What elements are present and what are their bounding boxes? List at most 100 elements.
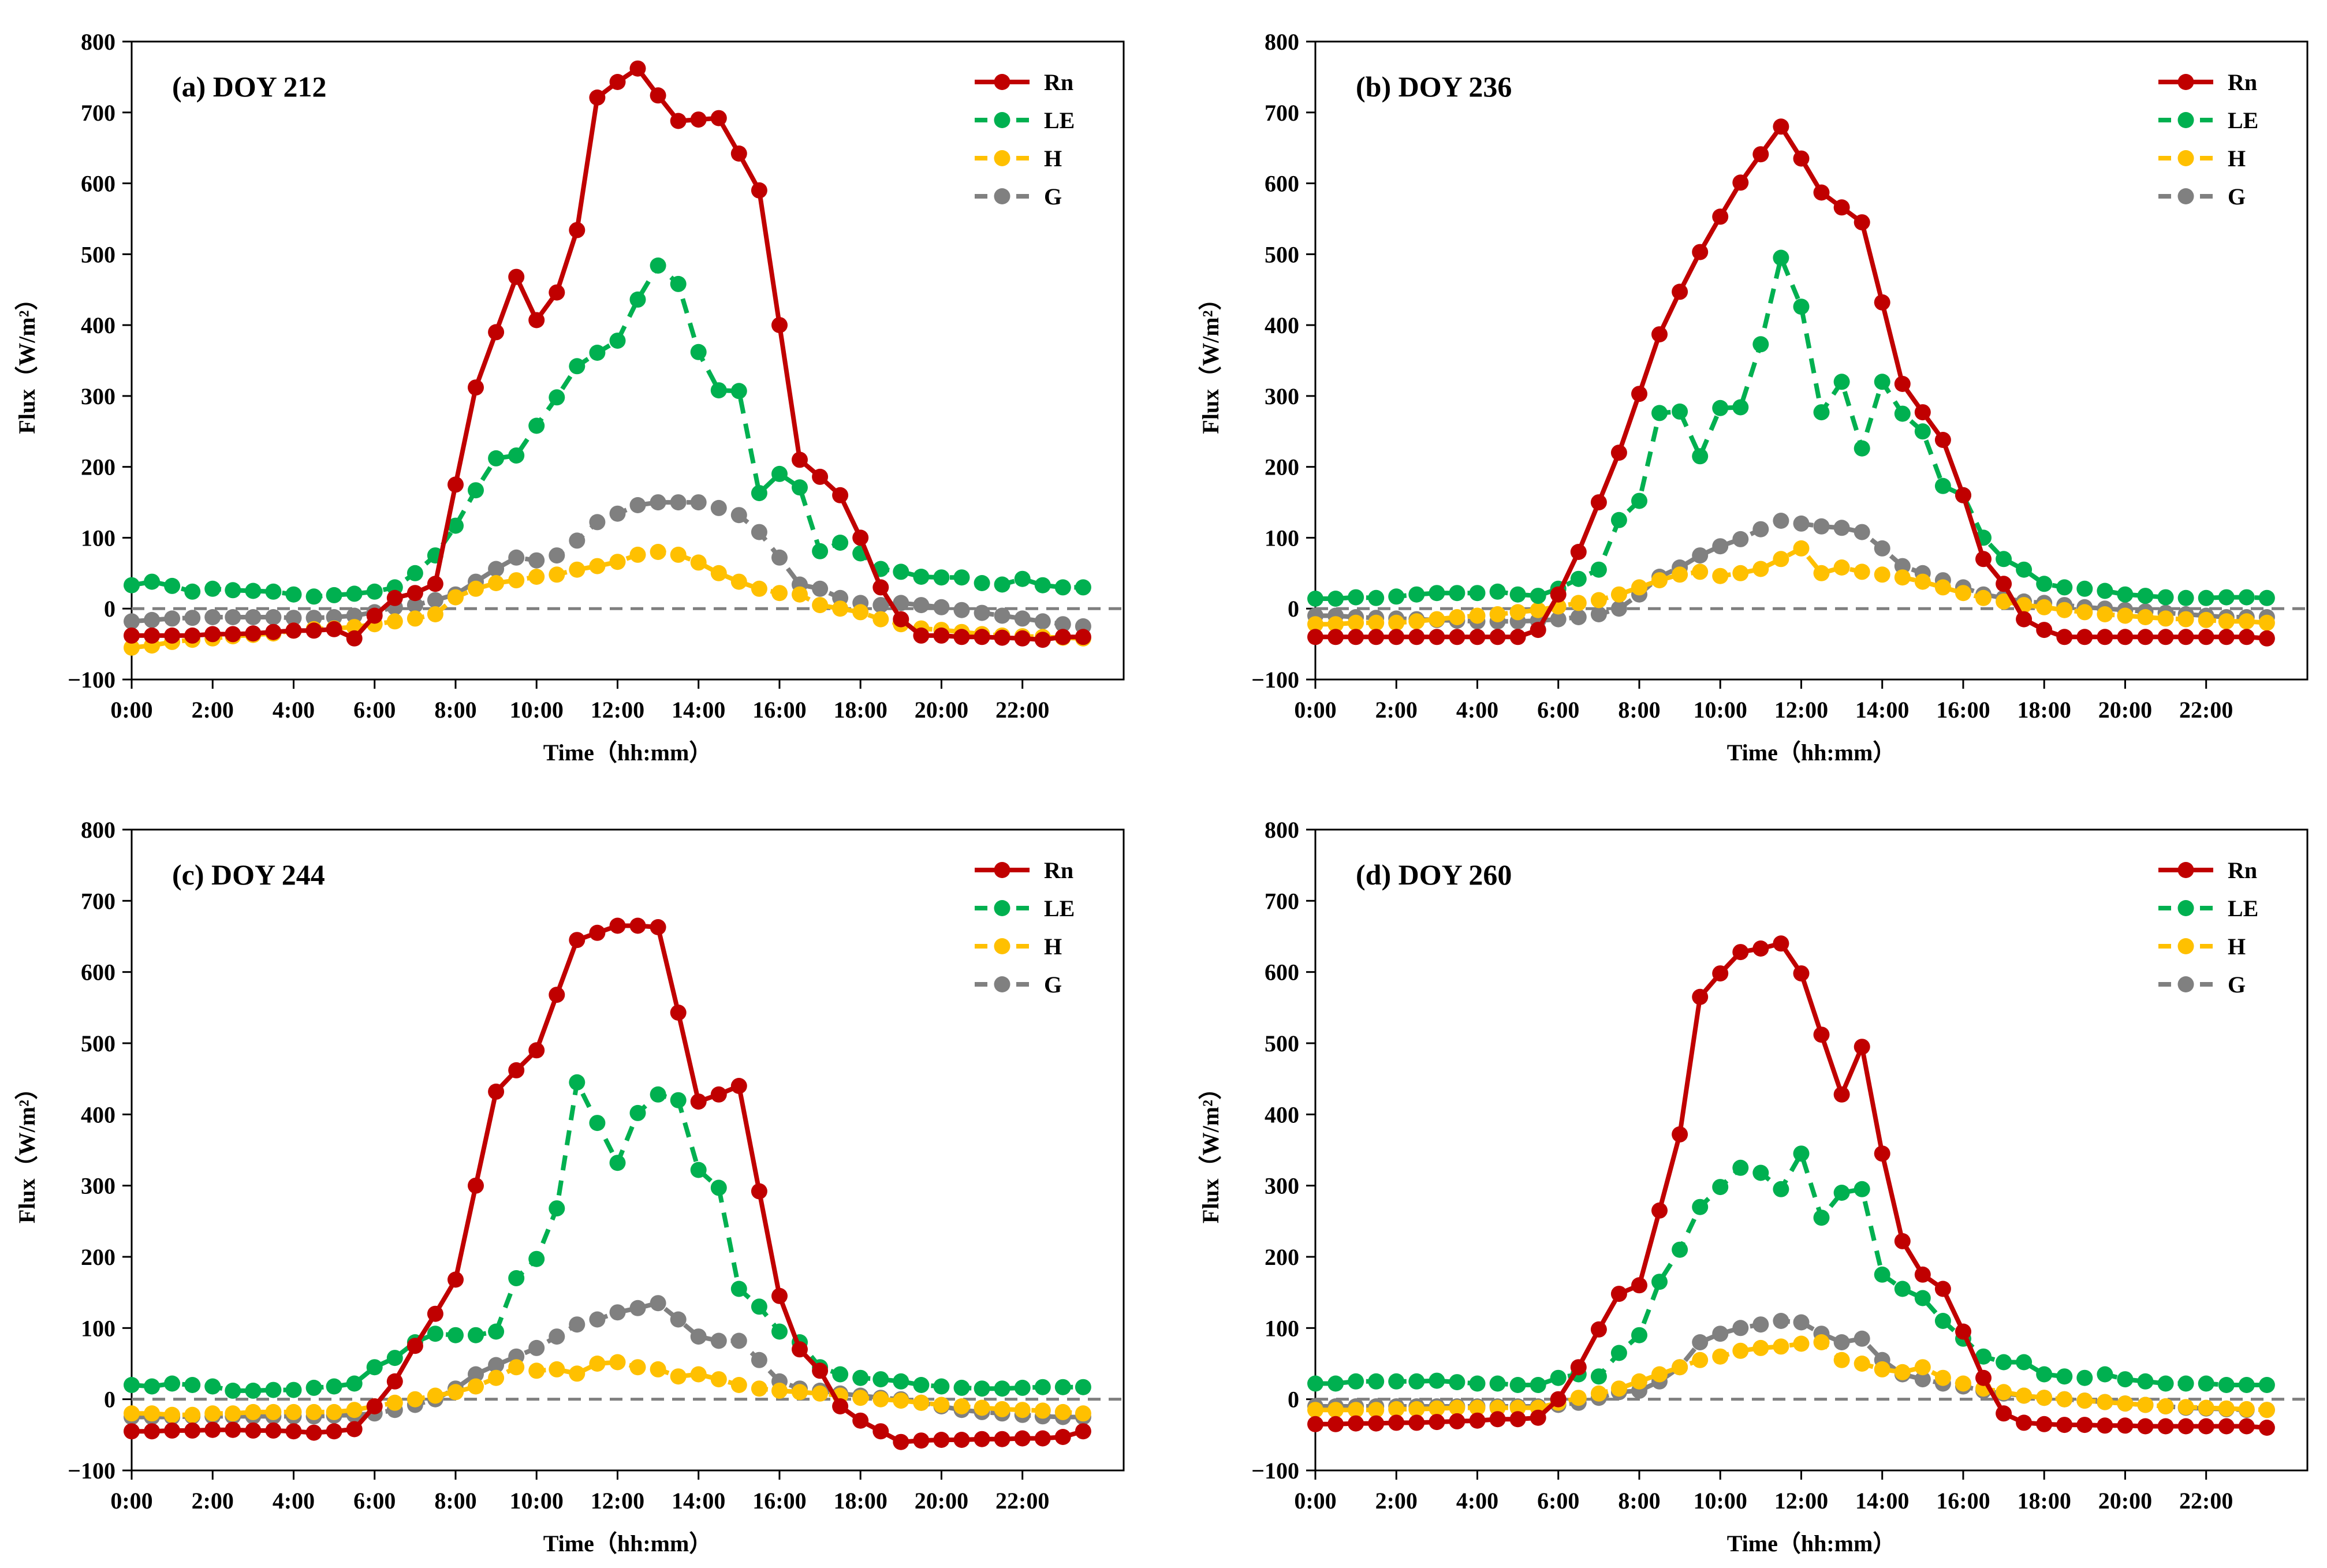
panel-a-y-tick-label: 400 [81,312,115,338]
panel-d-rn-point [1975,1369,1992,1386]
panel-d-le-point [1610,1345,1627,1361]
panel-c-le-point [893,1373,909,1390]
panel-b-series-h [1307,540,2275,633]
panel-c-rn-point [933,1432,950,1448]
panel-c-h-point [407,1391,423,1408]
panel-c: −100 0 100 200 300 400 500 600 700 800 0:00 2:00 4:0… [14,817,1125,1556]
panel-a-h-point [386,613,403,630]
panel-d-le-point [1469,1375,1486,1392]
panel-a-legend-item-le: LE [975,107,1075,133]
panel-a-rn-point [670,113,687,129]
panel-d-le-point [1752,1164,1769,1181]
panel-c-rn-point [468,1177,484,1194]
panel-a-le-point [589,345,606,361]
panel-a-g-point [225,609,241,625]
panel-c-rn-point [690,1093,707,1110]
panel-c-plot-frame [130,828,1125,1472]
panel-c-rn-point [650,919,666,935]
panel-a-g-point [710,499,727,516]
panel-a-h-point [629,546,646,563]
panel-b-rn-point [1388,629,1405,645]
panel-b-x-tick-label: 0:00 [1294,697,1336,723]
panel-c-rn-point [245,1422,262,1439]
panel-b-h-point [1327,616,1344,633]
panel-d-x-tick-label: 16:00 [1936,1488,1990,1514]
panel-c-rn-point [1034,1430,1051,1447]
panel-d-x-axis-title: Time（hh:mm） [1727,1530,1896,1556]
panel-c-le-point [730,1280,747,1297]
panel-a-y-tick-label: 800 [81,29,115,55]
panel-b-le-point [2198,589,2214,606]
panel-d-y-tick-label: 0 [1288,1387,1299,1413]
panel-b-rn-point [1793,150,1810,167]
panel-b-le-point [2076,580,2093,597]
panel-b-rn-point [2218,629,2235,645]
panel-d-h-point [2137,1397,2154,1413]
panel-b-h-point [1449,609,1465,625]
panel-b-h-point [1934,579,1951,596]
panel-a-le-point [953,569,970,586]
panel-c-h-point [245,1403,262,1420]
panel-b-rn-point [1773,118,1789,135]
panel-d-h-point [1489,1399,1506,1416]
panel-d-legend: Rn LE HG [2158,857,2258,998]
panel-a-rn-point [225,626,241,643]
panel-d-g-point [1732,1320,1749,1336]
panel-c-rn-point [832,1398,849,1414]
panel-d-x-tick-label: 4:00 [1456,1488,1498,1514]
panel-a-le-point [751,485,767,502]
panel-d-y-tick-label: 700 [1265,888,1299,914]
panel-d-h-point [2258,1402,2275,1418]
panel-c-rn-point [994,1431,1010,1447]
panel-d-le-point [1489,1375,1506,1392]
panel-d-y-tick-label: 200 [1265,1244,1299,1270]
panel-d-rn-point [1672,1126,1688,1143]
panel-d-rn-point [1348,1415,1364,1432]
panel-d-h-point [1631,1373,1647,1390]
panel-b-y-tick-label: −100 [1251,667,1299,693]
panel-b-h-point [1692,563,1709,580]
panel-a: −100 0 100 200 300 400 500 600 700 800 0:00 2:00 4:0… [14,29,1125,766]
panel-a-g-point [508,549,525,566]
panel-d-rn-point [2097,1417,2113,1434]
panel-b-h-point [2177,611,2194,628]
panel-b-rn-point [1833,199,1850,216]
panel-c-le-line [131,1080,1083,1393]
panel-d-le-point [2157,1375,2174,1392]
panel-a-le-point [933,569,950,586]
panel-c-g-point [730,1332,747,1349]
panel-a-g-point [245,609,262,625]
panel-a-h-point [508,572,525,589]
panel-b-x-tick-label: 16:00 [1936,697,1990,723]
panel-d-rn-point [1752,940,1769,957]
panel-b-h-point [1712,568,1729,584]
panel-b-series-rn [1307,118,2275,647]
panel-d-x-tick-label: 14:00 [1855,1488,1909,1514]
panel-c-rn-point [225,1421,241,1438]
panel-c-h-point [1034,1402,1051,1419]
panel-b-legend-label-g: G [2228,184,2246,210]
panel-a-x-tick-label: 22:00 [995,697,1049,723]
panel-b-le-point [2036,576,2053,592]
panel-b-le-point [1712,400,1729,416]
panel-a-le-point [1014,570,1031,587]
panel-b-rn-line [1315,124,2268,641]
panel-d-h-point [2218,1400,2235,1417]
panel-c-h-point [792,1384,808,1401]
panel-d-plot-frame [1314,828,2309,1472]
panel-c-le-point [650,1086,666,1103]
panel-d-le-point [2016,1354,2033,1371]
panel-b-x-tick-label: 10:00 [1694,697,1747,723]
panel-d: −100 0 100 200 300 400 500 600 700 800 0:00 2:00 4:0… [1198,817,2309,1556]
panel-a-le-point [893,563,909,580]
panel-a-title: (a) DOY 212 [172,70,327,103]
panel-d-le-point [1408,1373,1425,1390]
panel-c-legend-label-h: H [1044,934,1062,960]
panel-c-h-point [124,1405,140,1422]
panel-a-g-point [164,610,181,627]
panel-d-le-point [2056,1368,2073,1385]
panel-c-rn-point [629,917,646,934]
panel-a-rn-line [132,66,1083,643]
panel-b-le-point [1449,585,1465,602]
panel-a-g-point [1014,610,1031,627]
